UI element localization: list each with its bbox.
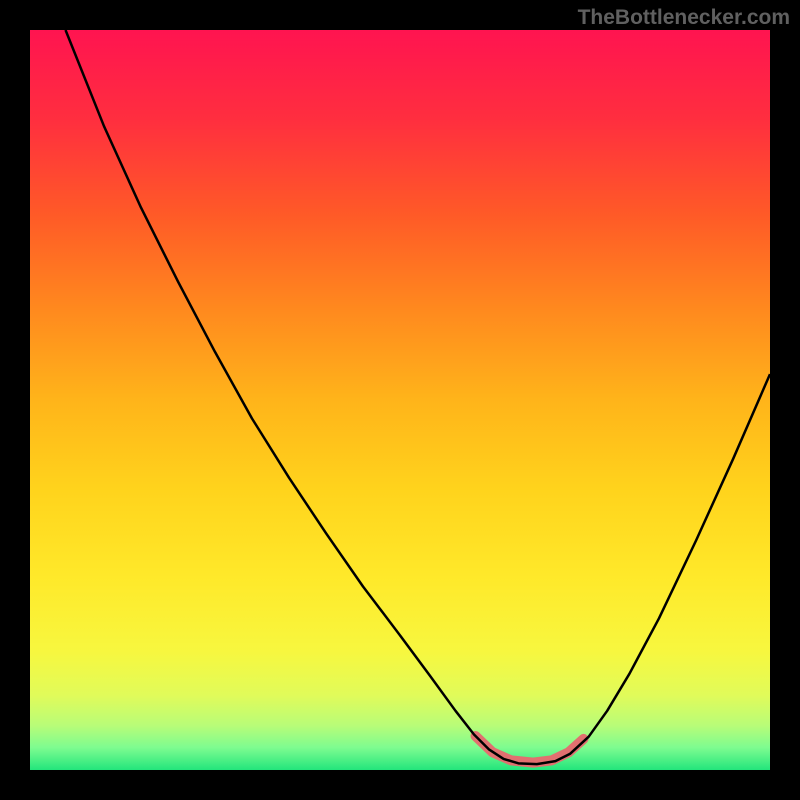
bottleneck-curve (66, 30, 770, 764)
bottleneck-range-highlight (475, 736, 583, 763)
curve-layer (30, 30, 770, 770)
watermark-text: TheBottlenecker.com (578, 6, 790, 30)
chart-container: TheBottlenecker.com (0, 0, 800, 800)
plot-area (30, 30, 770, 770)
